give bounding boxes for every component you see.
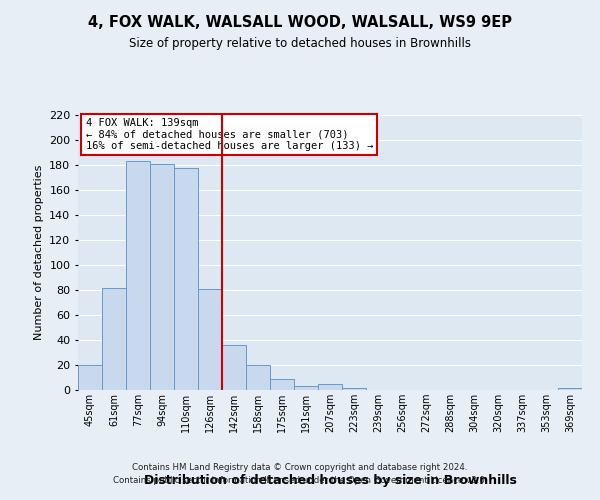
Bar xyxy=(342,388,366,390)
Bar xyxy=(102,288,126,390)
Bar xyxy=(78,365,102,390)
Bar xyxy=(558,388,582,390)
Text: 4, FOX WALK, WALSALL WOOD, WALSALL, WS9 9EP: 4, FOX WALK, WALSALL WOOD, WALSALL, WS9 … xyxy=(88,15,512,30)
Bar xyxy=(270,379,294,390)
Text: Contains HM Land Registry data © Crown copyright and database right 2024.
Contai: Contains HM Land Registry data © Crown c… xyxy=(113,463,487,485)
X-axis label: Distribution of detached houses by size in Brownhills: Distribution of detached houses by size … xyxy=(143,474,517,487)
Bar xyxy=(126,161,150,390)
Bar xyxy=(174,168,198,390)
Text: Size of property relative to detached houses in Brownhills: Size of property relative to detached ho… xyxy=(129,38,471,51)
Bar xyxy=(318,384,342,390)
Y-axis label: Number of detached properties: Number of detached properties xyxy=(34,165,44,340)
Bar xyxy=(198,289,222,390)
Bar xyxy=(150,164,174,390)
Bar xyxy=(246,365,270,390)
Text: 4 FOX WALK: 139sqm
← 84% of detached houses are smaller (703)
16% of semi-detach: 4 FOX WALK: 139sqm ← 84% of detached hou… xyxy=(86,118,373,151)
Bar xyxy=(222,345,246,390)
Bar xyxy=(294,386,318,390)
